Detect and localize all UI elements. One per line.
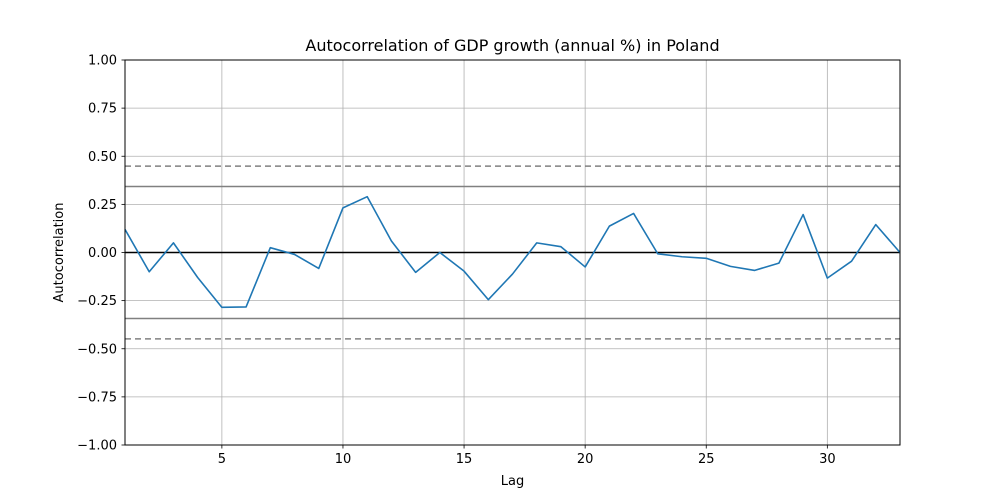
- autocorrelation-line: [124, 195, 901, 309]
- x-tick-label: 30: [819, 452, 836, 467]
- y-tick-label: 0.50: [88, 150, 117, 165]
- y-tick-label: 1.00: [88, 54, 117, 69]
- x-tick-label: 10: [335, 452, 352, 467]
- x-tick-label: 25: [698, 452, 715, 467]
- y-tick-label: −0.25: [77, 294, 117, 309]
- y-ticks: −1.00 −0.75 −0.50 −0.25 0.00 0.25 0.50 0.75 1.00: [77, 54, 125, 454]
- y-tick-label: −1.00: [77, 439, 117, 454]
- series: [124, 195, 901, 309]
- y-axis-label: Autocorrelation: [52, 203, 67, 303]
- y-tick-label: −0.75: [77, 390, 117, 405]
- chart-title: Autocorrelation of GDP growth (annual %)…: [305, 36, 719, 55]
- x-tick-label: 20: [577, 452, 594, 467]
- reference-lines: [125, 165, 900, 340]
- y-tick-label: 0.25: [88, 198, 117, 213]
- x-ticks: 5 10 15 20 25 30: [218, 445, 836, 467]
- y-tick-label: −0.50: [77, 342, 117, 357]
- x-axis-label: Lag: [501, 474, 524, 489]
- y-tick-label: 0.75: [88, 102, 117, 117]
- x-tick-label: 5: [218, 452, 226, 467]
- x-tick-label: 15: [456, 452, 473, 467]
- y-tick-label: 0.00: [88, 246, 117, 261]
